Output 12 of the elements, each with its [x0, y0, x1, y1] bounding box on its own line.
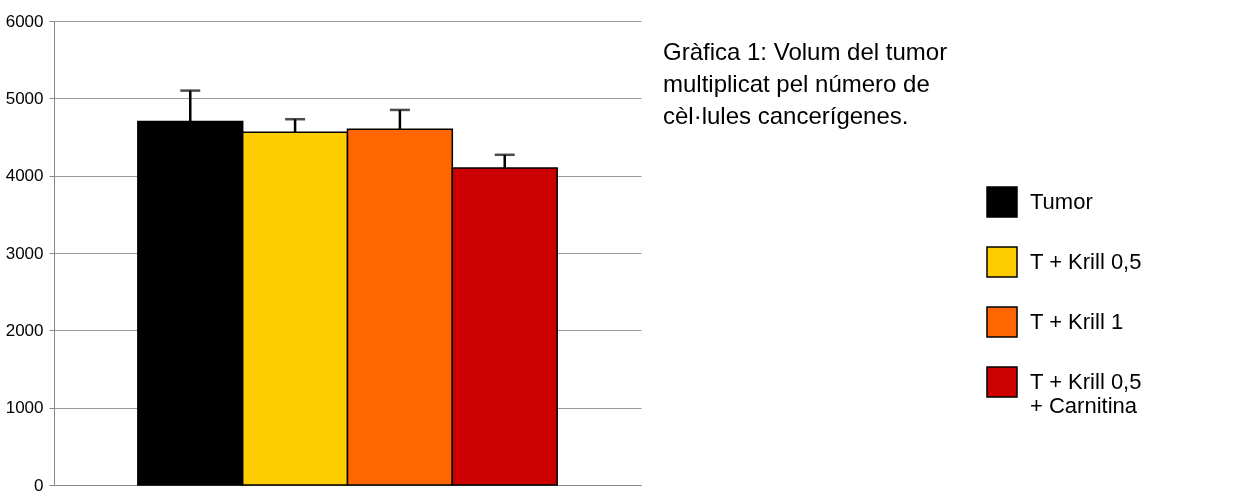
y-tick-label: 4000 — [5, 166, 44, 186]
y-tick-label: 6000 — [5, 11, 44, 31]
y-tick-label: 1000 — [5, 398, 44, 418]
legend-label: T + Krill 0,5 + Carnitina — [1030, 369, 1142, 418]
legend-label: Tumor — [1030, 189, 1093, 214]
y-tick-label: 5000 — [5, 88, 44, 108]
legend-label: T + Krill 1 — [1030, 309, 1124, 334]
y-tick-label: 3000 — [5, 243, 44, 263]
y-tick-label: 2000 — [5, 320, 44, 340]
y-tick-label: 0 — [34, 475, 44, 495]
legend-label: T + Krill 0,5 — [1030, 249, 1142, 274]
text: Gràfica 1: Volum del tumor multiplicat pel número de cèl·lules cancerígenes. — [663, 38, 948, 129]
